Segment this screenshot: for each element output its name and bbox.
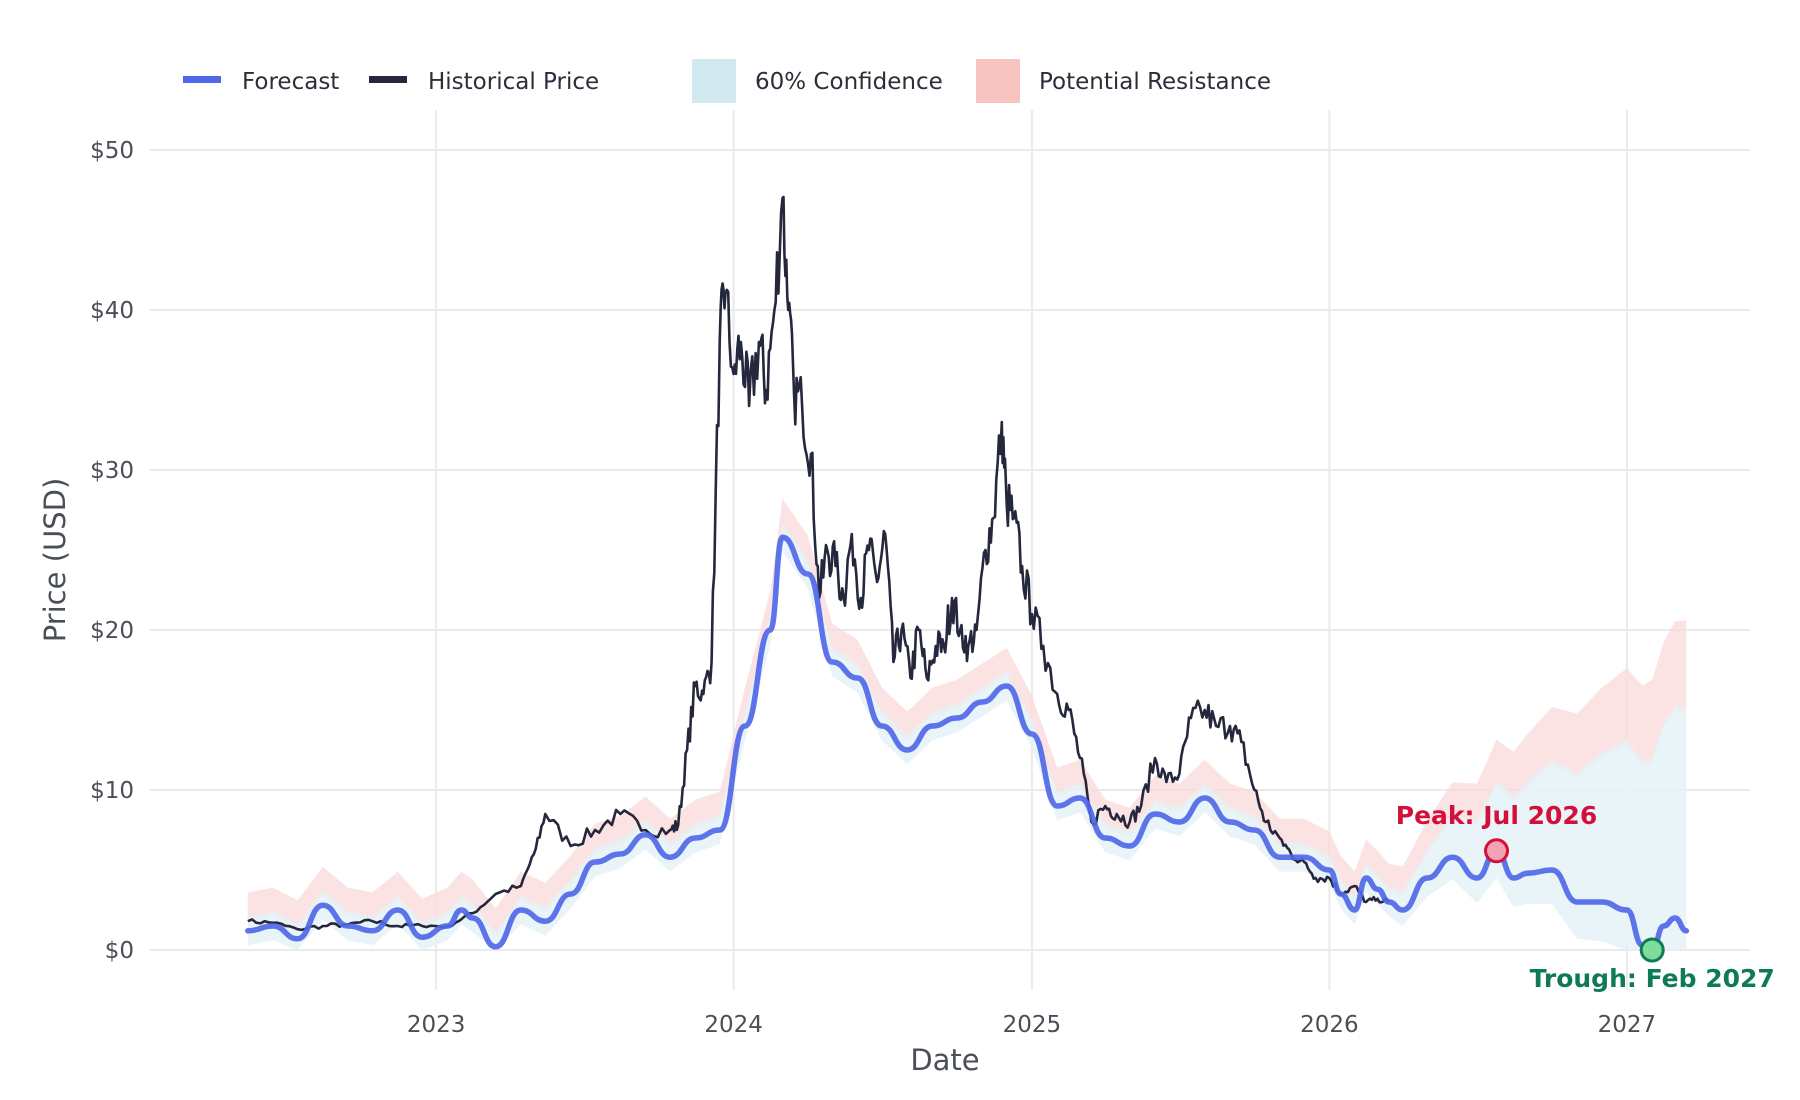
- y-axis-title: Price (USD): [38, 478, 72, 643]
- legend-swatch-confidence: [692, 59, 736, 103]
- y-tick-label: $50: [90, 138, 134, 164]
- trough-marker: [1639, 937, 1665, 963]
- legend-item-confidence[interactable]: 60% Confidence: [692, 59, 943, 103]
- y-tick-label: $30: [90, 458, 134, 484]
- bands: [247, 498, 1687, 950]
- peak-marker: [1484, 838, 1510, 864]
- legend-item-historical-price[interactable]: Historical Price: [369, 69, 599, 95]
- x-tick-label: 2027: [1598, 1012, 1657, 1038]
- legend-swatch-potential-resistance: [976, 59, 1020, 103]
- y-tick-label: $0: [105, 938, 134, 964]
- resistance-band: [247, 498, 1687, 938]
- y-tick-label: $20: [90, 618, 134, 644]
- legend-label-historical-price: Historical Price: [428, 69, 599, 95]
- legend-label-potential-resistance: Potential Resistance: [1039, 69, 1271, 95]
- historical-price-line: [247, 195, 1391, 932]
- x-tick-label: 2023: [407, 1012, 466, 1038]
- x-tick-label: 2026: [1300, 1012, 1359, 1038]
- legend-item-potential-resistance[interactable]: Potential Resistance: [976, 59, 1271, 103]
- y-tick-label: $10: [90, 778, 134, 804]
- legend-label-confidence: 60% Confidence: [755, 69, 943, 95]
- legend-swatch-historical-price: [369, 76, 407, 83]
- confidence-band: [247, 522, 1687, 950]
- legend-label-forecast: Forecast: [242, 69, 339, 95]
- peak-label: Peak: Jul 2026: [1396, 801, 1597, 830]
- legend: Forecast Historical Price 60% Confidence…: [183, 59, 1271, 103]
- x-tick-label: 2025: [1003, 1012, 1062, 1038]
- x-axis-title: Date: [910, 1043, 979, 1077]
- trough-label: Trough: Feb 2027: [1530, 964, 1775, 993]
- annotations: Peak: Jul 2026 Trough: Feb 2027: [1396, 801, 1775, 993]
- tick-labels: $0 $10 $20 $30 $40 $50 2023 2024 2025 2026 2027: [90, 138, 1656, 1038]
- legend-swatch-forecast: [183, 76, 221, 83]
- legend-item-forecast[interactable]: Forecast: [183, 69, 339, 95]
- x-tick-label: 2024: [704, 1012, 763, 1038]
- y-tick-label: $40: [90, 298, 134, 324]
